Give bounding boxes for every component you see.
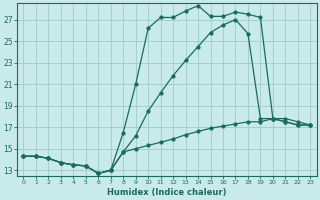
X-axis label: Humidex (Indice chaleur): Humidex (Indice chaleur) <box>107 188 227 197</box>
